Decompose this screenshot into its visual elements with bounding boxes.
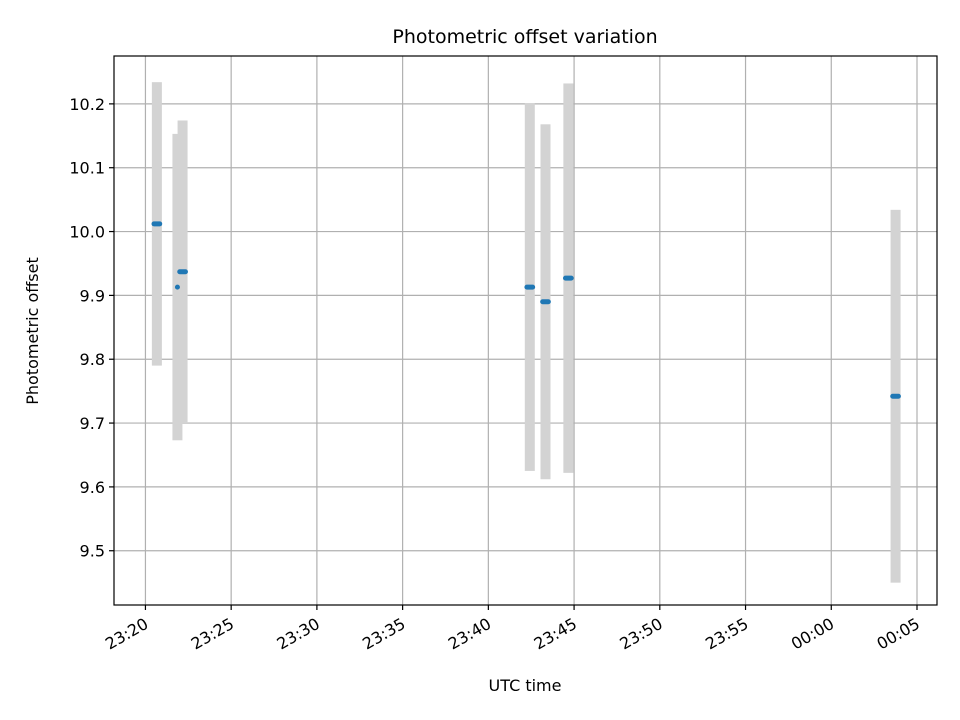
y-tick-label: 10.2 [69,95,105,114]
x-axis-title: UTC time [489,676,562,695]
y-tick-label: 10.0 [69,223,105,242]
y-tick-label: 10.1 [69,159,105,178]
y-tick-label: 9.7 [80,414,105,433]
plot-frame [113,55,938,606]
y-tick-label: 9.6 [80,478,105,497]
y-tick-label: 9.9 [80,286,105,305]
y-tick-label: 9.8 [80,350,105,369]
data-points [151,221,901,399]
y-axis-title: Photometric offset [23,257,42,405]
y-tick-label: 9.5 [80,542,105,561]
chart-title: Photometric offset variation [392,26,657,48]
y-axis-ticks: 9.5 9.6 9.7 9.8 9.9 10.0 10.1 10.2 [69,95,114,561]
